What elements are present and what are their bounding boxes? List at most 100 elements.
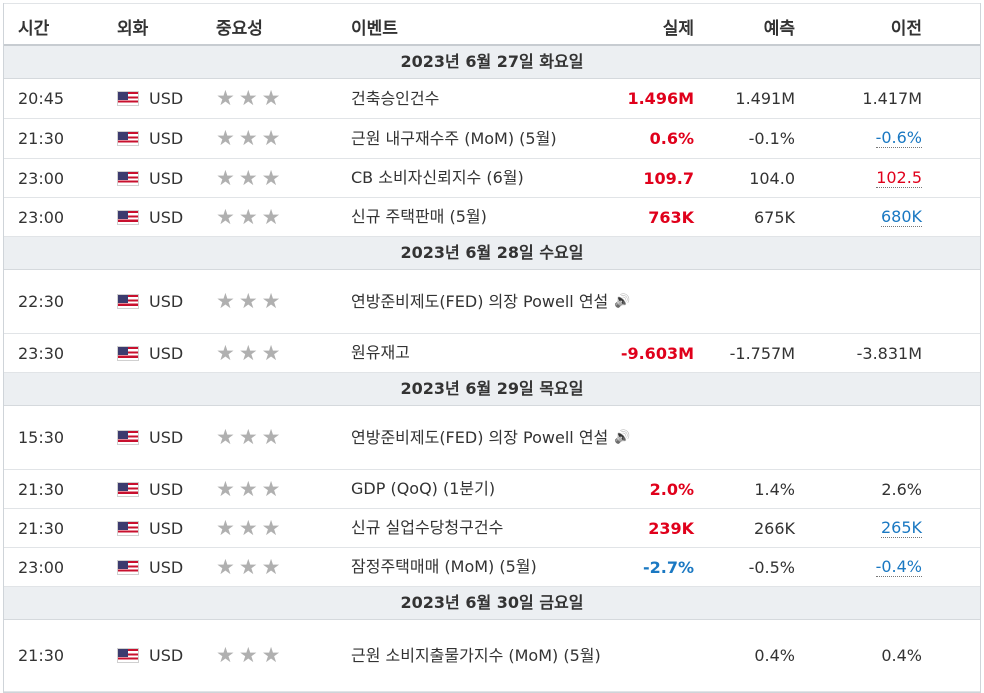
event-name[interactable]: 건축승인건수: [351, 88, 440, 108]
table-row[interactable]: 15:30 USD ★ ★ ★ 연방준비제도(FED) 의장 Powell 연설 🔊: [4, 406, 980, 470]
event-time: 20:45: [18, 89, 65, 108]
speaker-icon[interactable]: 🔊: [614, 429, 631, 445]
currency-cell: USD: [117, 159, 183, 197]
event-cell[interactable]: 근원 소비지출물가지수 (MoM) (5월): [351, 620, 631, 691]
event-time: 15:30: [18, 428, 65, 447]
star-icon: ★: [216, 554, 235, 579]
actual-text: 2.0%: [649, 479, 694, 499]
header-previous[interactable]: 이전: [890, 19, 922, 39]
event-cell[interactable]: 연방준비제도(FED) 의장 Powell 연설 🔊: [351, 406, 631, 469]
event-name[interactable]: 근원 소비지출물가지수 (MoM) (5월): [351, 645, 601, 665]
currency-cell: USD: [117, 270, 183, 333]
header-time[interactable]: 시간: [18, 19, 50, 39]
actual-value: -2.7%: [643, 548, 694, 586]
event-name[interactable]: 근원 내구재수주 (MoM) (5월): [351, 128, 557, 148]
star-icon: ★: [238, 515, 258, 540]
event-cell[interactable]: 잠정주택매매 (MoM) (5월): [351, 548, 631, 586]
event-name[interactable]: 원유재고: [351, 343, 410, 362]
currency-cell: USD: [117, 470, 183, 508]
actual-text: 109.7: [643, 168, 694, 188]
previous-text: 1.417M: [862, 89, 922, 108]
table-row[interactable]: 22:30 USD ★ ★ ★ 연방준비제도(FED) 의장 Powell 연설 🔊: [4, 270, 980, 334]
table-row[interactable]: 23:00 USD ★ ★ ★ 신규 주택판매 (5월) 763K 675K 680K: [4, 198, 980, 237]
actual-value: -9.603M: [621, 334, 694, 372]
speaker-icon[interactable]: 🔊: [614, 293, 631, 309]
previous-text[interactable]: 680K: [880, 206, 922, 227]
event-time: 22:30: [18, 292, 65, 311]
actual-value: 239K: [648, 509, 694, 547]
star-icon: ★: [238, 643, 258, 667]
event-name[interactable]: 연방준비제도(FED) 의장 Powell 연설: [351, 427, 609, 447]
header-forecast[interactable]: 예측: [763, 19, 795, 39]
previous-value[interactable]: 680K: [880, 198, 922, 236]
currency-code: USD: [149, 518, 184, 538]
table-row[interactable]: 21:30 USD ★ ★ ★ 근원 소비지출물가지수 (MoM) (5월) 0.4% 0.4…: [4, 620, 980, 692]
us-flag-icon: [117, 209, 139, 225]
event-time: 23:00: [18, 207, 65, 227]
star-icon: ★: [216, 86, 235, 110]
event-name[interactable]: 연방준비제도(FED) 의장 Powell 연설: [351, 291, 609, 311]
star-icon: ★: [216, 476, 235, 501]
event-name[interactable]: CB 소비자신뢰지수 (6월): [351, 168, 524, 187]
previous-value: 1.417M: [862, 79, 922, 118]
event-name[interactable]: GDP (QoQ) (1분기): [351, 479, 496, 498]
table-row[interactable]: 23:30 USD ★ ★ ★ 원유재고 -9.603M -1.757M -3.831M: [4, 334, 980, 373]
star-icon: ★: [216, 340, 235, 365]
star-icon: ★: [261, 340, 281, 365]
event-cell[interactable]: 건축승인건수: [351, 79, 631, 118]
us-flag-icon: [117, 345, 139, 361]
actual-text: 239K: [648, 518, 694, 538]
previous-text[interactable]: 102.5: [876, 167, 922, 188]
header-event[interactable]: 이벤트: [351, 19, 398, 39]
previous-value: 0.4%: [881, 620, 922, 691]
star-icon: ★: [238, 554, 258, 579]
currency-code: USD: [149, 89, 184, 108]
table-row[interactable]: 21:30 USD ★ ★ ★ 신규 실업수당청구건수 239K 266K 265K: [4, 509, 980, 548]
actual-text: 763K: [648, 207, 694, 227]
header-currency[interactable]: 외화: [117, 19, 149, 39]
economic-calendar: 시간 외화 중요성 이벤트 실제 예측 이전 2023년 6월 27일 화요일 2…: [3, 3, 981, 693]
previous-text[interactable]: -0.6%: [875, 128, 922, 148]
us-flag-icon: [117, 170, 139, 186]
us-flag-icon: [117, 294, 139, 309]
event-name[interactable]: 신규 실업수당청구건수: [351, 518, 504, 537]
table-row[interactable]: 20:45 USD ★ ★ ★ 건축승인건수 1.496M 1.491M 1.417M: [4, 79, 980, 119]
previous-value: 2.6%: [881, 470, 922, 508]
previous-text: 2.6%: [881, 479, 922, 499]
event-name[interactable]: 잠정주택매매 (MoM) (5월): [351, 557, 537, 576]
previous-value[interactable]: 102.5: [876, 159, 922, 197]
previous-text[interactable]: 265K: [880, 517, 922, 538]
currency-code: USD: [149, 168, 184, 188]
event-cell[interactable]: 근원 내구재수주 (MoM) (5월): [351, 119, 631, 158]
event-cell[interactable]: 연방준비제도(FED) 의장 Powell 연설 🔊: [351, 270, 631, 333]
table-row[interactable]: 23:00 USD ★ ★ ★ CB 소비자신뢰지수 (6월) 109.7 104.0 102.…: [4, 159, 980, 198]
previous-text[interactable]: -0.4%: [875, 556, 922, 577]
header-actual[interactable]: 실제: [662, 19, 694, 39]
star-icon: ★: [261, 289, 281, 313]
actual-text: 1.496M: [627, 89, 694, 108]
previous-value[interactable]: 265K: [880, 509, 922, 547]
table-row[interactable]: 23:00 USD ★ ★ ★ 잠정주택매매 (MoM) (5월) -2.7% -0.5% -0…: [4, 548, 980, 587]
star-icon: ★: [261, 165, 281, 190]
event-cell[interactable]: CB 소비자신뢰지수 (6월): [351, 159, 631, 197]
event-name[interactable]: 신규 주택판매 (5월): [351, 207, 487, 226]
us-flag-icon: [117, 481, 139, 497]
event-cell[interactable]: 신규 주택판매 (5월): [351, 198, 631, 236]
table-row[interactable]: 21:30 USD ★ ★ ★ GDP (QoQ) (1분기) 2.0% 1.4% 2.6%: [4, 470, 980, 509]
actual-value: 2.0%: [650, 470, 694, 508]
previous-value[interactable]: -0.6%: [875, 119, 922, 158]
header-importance[interactable]: 중요성: [216, 19, 263, 39]
importance-stars: ★ ★ ★: [216, 470, 284, 508]
event-cell[interactable]: 신규 실업수당청구건수: [351, 509, 631, 547]
star-icon: ★: [216, 643, 235, 667]
star-icon: ★: [261, 204, 281, 229]
us-flag-icon: [117, 520, 139, 536]
previous-value[interactable]: -0.4%: [875, 548, 922, 586]
currency-cell: USD: [117, 620, 183, 691]
event-cell[interactable]: 원유재고: [351, 334, 631, 372]
star-icon: ★: [238, 476, 258, 501]
table-row[interactable]: 21:30 USD ★ ★ ★ 근원 내구재수주 (MoM) (5월) 0.6% -0.1% -…: [4, 119, 980, 159]
currency-cell: USD: [117, 198, 183, 236]
actual-value: 1.496M: [627, 79, 694, 118]
event-cell[interactable]: GDP (QoQ) (1분기): [351, 470, 631, 508]
